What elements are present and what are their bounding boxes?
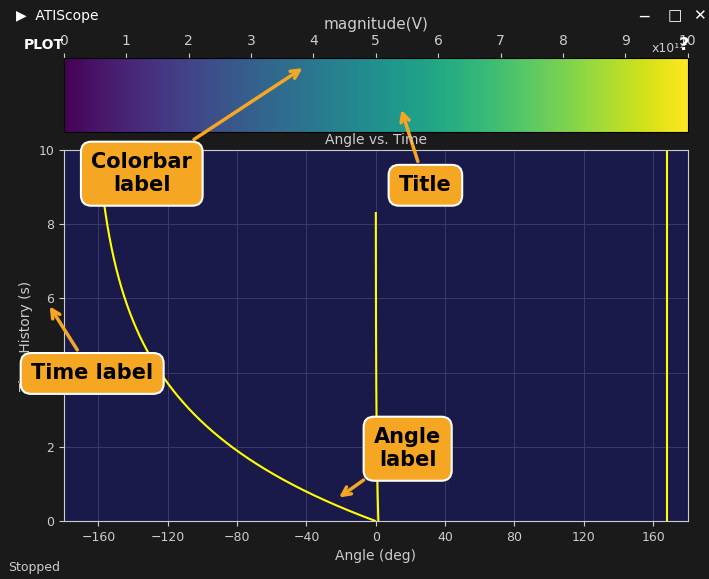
Text: Title: Title — [399, 113, 452, 195]
Text: ✕: ✕ — [693, 9, 706, 23]
Title: Angle vs. Time: Angle vs. Time — [325, 133, 427, 148]
Title: magnitude(V): magnitude(V) — [323, 17, 428, 32]
Text: □: □ — [668, 9, 682, 23]
Text: Colorbar
label: Colorbar label — [91, 70, 299, 195]
Text: ▶  ATIScope: ▶ ATIScope — [16, 9, 98, 23]
Y-axis label: Time History (s): Time History (s) — [18, 280, 33, 391]
Text: Time label: Time label — [31, 310, 153, 383]
Text: ‒: ‒ — [638, 7, 649, 25]
X-axis label: Angle (deg): Angle (deg) — [335, 549, 416, 563]
Text: Angle
label: Angle label — [342, 427, 441, 495]
Text: x10¹¹: x10¹¹ — [652, 42, 685, 55]
Text: PLOT: PLOT — [24, 38, 64, 52]
Text: ?: ? — [679, 36, 689, 54]
Text: Stopped: Stopped — [9, 561, 60, 574]
